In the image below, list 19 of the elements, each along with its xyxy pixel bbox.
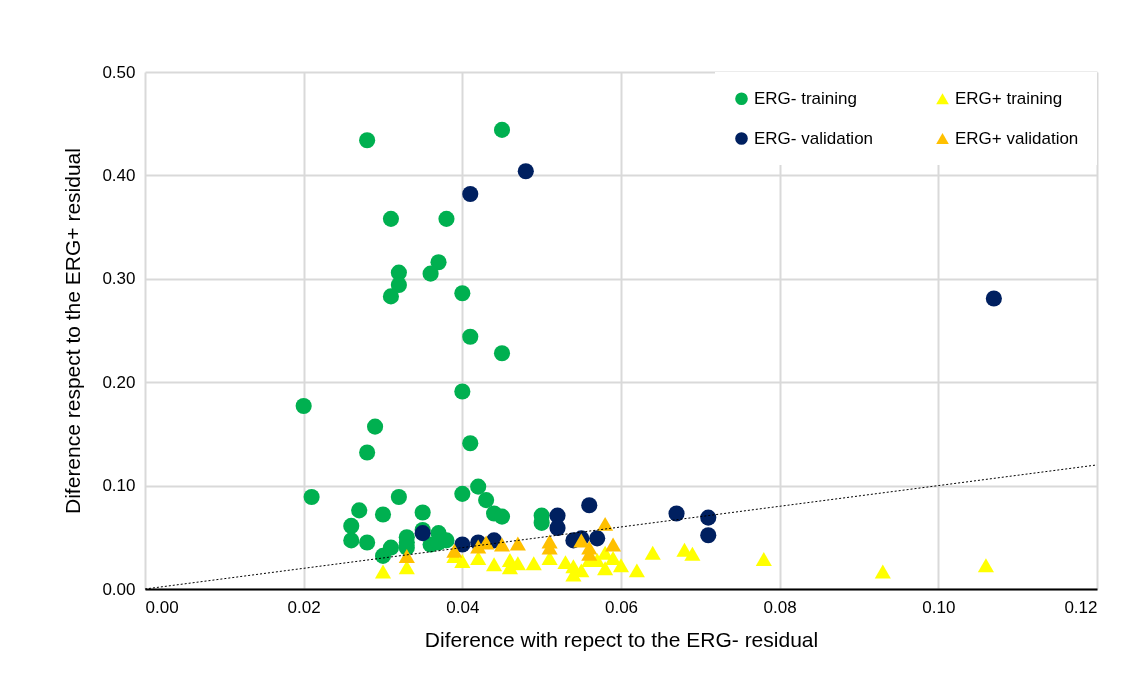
y-tick-label: 0.10 [102,476,136,496]
x-tick-label: 0.00 [145,597,179,617]
y-tick-label: 0.00 [102,579,136,599]
x-tick-label: 0.08 [763,597,797,617]
y-axis-title: Diference respect to the ERG+ residual [61,148,85,514]
legend-label: ERG- validation [754,128,874,148]
legend-label: ERG+ validation [955,128,1079,148]
y-tick-label: 0.50 [102,62,136,82]
x-tick-label: 0.10 [922,597,956,617]
x-tick-label: 0.06 [604,597,639,617]
x-tick-label: 0.02 [287,597,321,617]
x-axis-title: Diference with repect to the ERG- residual [424,627,819,651]
y-tick-label: 0.40 [102,165,136,185]
x-tick-label: 0.12 [1064,597,1098,617]
legend-label: ERG+ training [955,88,1063,108]
y-tick-label: 0.20 [102,372,136,392]
legend-label: ERG- training [754,88,857,108]
x-tick-label: 0.04 [446,597,480,617]
y-tick-label: 0.30 [102,269,136,289]
